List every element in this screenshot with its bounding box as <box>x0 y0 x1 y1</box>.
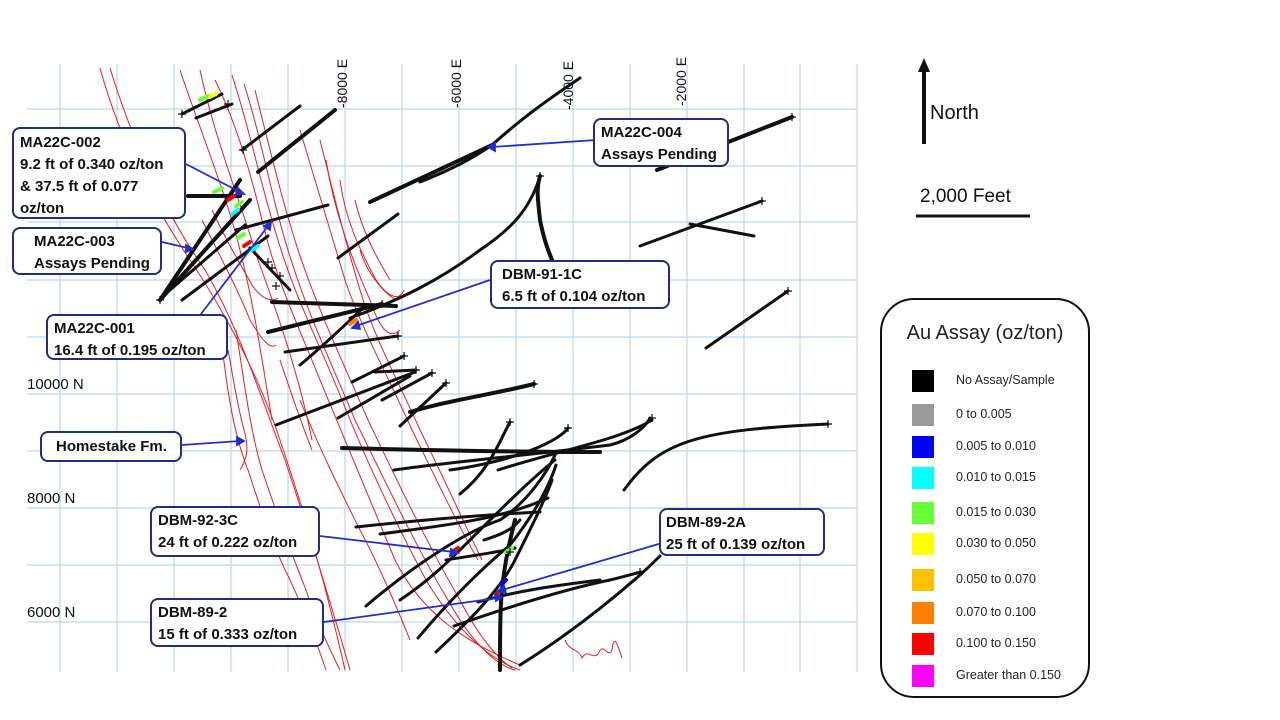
callout-ma22c-002: MA22C-002 9.2 ft of 0.340 oz/ton & 37.5 … <box>12 127 186 219</box>
callout-dbm-91-1c: DBM-91-1C 6.5 ft of 0.104 oz/ton <box>490 260 670 309</box>
callout-text: Assays Pending <box>601 146 717 163</box>
callout-title: DBM-92-3C <box>158 512 239 529</box>
easting-label: -4000 E <box>560 60 576 110</box>
northing-label: 10000 N <box>27 376 84 393</box>
easting-label: -8000 E <box>334 58 350 108</box>
legend-label: 0.005 to 0.010 <box>956 439 1036 453</box>
legend-label: 0.070 to 0.100 <box>956 605 1036 619</box>
easting-label: -6000 E <box>448 58 464 108</box>
callout-homestake: Homestake Fm. <box>40 431 182 462</box>
callout-title: MA22C-003 <box>34 233 115 250</box>
callout-title: MA22C-004 <box>601 124 682 141</box>
legend-label: 0.010 to 0.015 <box>956 470 1036 484</box>
callout-title: Homestake Fm. <box>56 438 167 455</box>
callout-title: MA22C-001 <box>54 320 135 337</box>
callout-title: MA22C-002 <box>20 134 101 151</box>
callout-text: 24 ft of 0.222 oz/ton <box>158 534 298 551</box>
legend-swatch <box>912 602 934 624</box>
callout-ma22c-004: MA22C-004 Assays Pending <box>593 118 729 167</box>
legend-swatch <box>912 665 934 687</box>
legend-label: 0.015 to 0.030 <box>956 505 1036 519</box>
callout-ma22c-003: MA22C-003 Assays Pending <box>12 227 162 275</box>
callout-text: oz/ton <box>20 200 65 217</box>
legend-label: 0.050 to 0.070 <box>956 572 1036 586</box>
legend-label: Greater than 0.150 <box>956 668 1061 682</box>
callout-title: DBM-89-2 <box>158 604 228 621</box>
easting-label: -2000 E <box>673 56 689 106</box>
callout-text: Assays Pending <box>34 255 150 272</box>
legend-label: No Assay/Sample <box>956 373 1055 387</box>
callout-text: 15 ft of 0.333 oz/ton <box>158 626 298 643</box>
callout-dbm-89-2a: DBM-89-2A 25 ft of 0.139 oz/ton <box>659 508 825 556</box>
legend-label: 0 to 0.005 <box>956 407 1012 421</box>
legend-swatch <box>912 370 934 392</box>
legend-swatch <box>912 404 934 426</box>
callout-dbm-92-3c: DBM-92-3C 24 ft of 0.222 oz/ton <box>150 506 320 557</box>
callout-ma22c-001: MA22C-001 16.4 ft of 0.195 oz/ton <box>46 314 228 360</box>
callout-dbm-89-2: DBM-89-2 15 ft of 0.333 oz/ton <box>150 598 324 647</box>
north-label: North <box>930 102 979 124</box>
callout-title: DBM-89-2A <box>666 514 747 531</box>
callout-text: 25 ft of 0.139 oz/ton <box>666 536 806 553</box>
callout-text: & 37.5 ft of 0.077 <box>20 178 139 195</box>
callout-leaders <box>161 139 663 623</box>
legend-swatch <box>912 569 934 591</box>
legend-swatch <box>912 436 934 458</box>
legend-swatch <box>912 467 934 489</box>
drillhole-traces <box>158 76 830 672</box>
northing-label: 8000 N <box>27 490 76 507</box>
legend-swatch <box>912 502 934 524</box>
scale-label: 2,000 Feet <box>920 186 1011 207</box>
legend-label: 0.030 to 0.050 <box>956 536 1036 550</box>
legend-label: 0.100 to 0.150 <box>956 636 1036 650</box>
assay-legend: Au Assay (oz/ton) No Assay/Sample 0 to 0.… <box>880 298 1090 698</box>
north-arrow-icon <box>918 58 930 144</box>
legend-title: Au Assay (oz/ton) <box>906 322 1064 344</box>
drill-collar-markers <box>156 100 832 576</box>
callout-text: 16.4 ft of 0.195 oz/ton <box>54 342 206 359</box>
callout-text: 9.2 ft of 0.340 oz/ton <box>20 156 164 173</box>
legend-swatch <box>912 533 934 555</box>
legend-swatch <box>912 633 934 655</box>
callout-title: DBM-91-1C <box>502 266 583 283</box>
callout-text: 6.5 ft of 0.104 oz/ton <box>502 288 646 305</box>
northing-label: 6000 N <box>27 604 76 621</box>
